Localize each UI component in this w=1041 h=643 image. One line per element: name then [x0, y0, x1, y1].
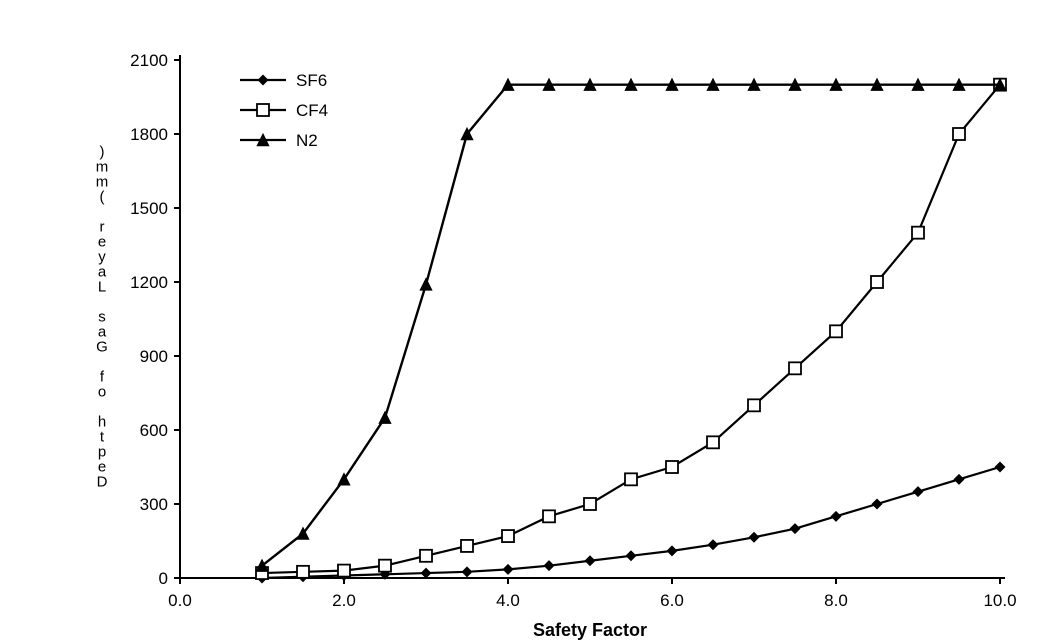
- legend-label: N2: [296, 131, 318, 150]
- x-tick-label: 6.0: [660, 591, 684, 610]
- y-tick-label: 1800: [130, 125, 168, 144]
- x-tick-label: 4.0: [496, 591, 520, 610]
- x-axis-label: Safety Factor: [533, 620, 647, 640]
- legend-label: SF6: [296, 71, 327, 90]
- x-tick-label: 2.0: [332, 591, 356, 610]
- line-chart: 0.0 2.0 4.0 6.0 8.0 10.0 0 300 600 900 1200 1500 180…: [0, 0, 1041, 643]
- legend-label: CF4: [296, 101, 328, 120]
- svg-text:L: L: [98, 279, 106, 296]
- y-tick-label: 600: [140, 421, 168, 440]
- chart-container: 0.0 2.0 4.0 6.0 8.0 10.0 0 300 600 900 1200 1500 180…: [0, 0, 1041, 643]
- y-tick-label: 1500: [130, 199, 168, 218]
- x-tick-label: 0.0: [168, 591, 192, 610]
- svg-text:o: o: [98, 384, 106, 401]
- svg-text:(: (: [100, 189, 105, 206]
- x-tick-label: 10.0: [983, 591, 1016, 610]
- y-tick-label: 300: [140, 495, 168, 514]
- svg-text:D: D: [97, 474, 108, 491]
- y-tick-label: 900: [140, 347, 168, 366]
- svg-text:G: G: [96, 339, 108, 356]
- y-tick-label: 1200: [130, 273, 168, 292]
- x-tick-label: 8.0: [824, 591, 848, 610]
- y-tick-label: 0: [159, 569, 168, 588]
- y-tick-label: 2100: [130, 51, 168, 70]
